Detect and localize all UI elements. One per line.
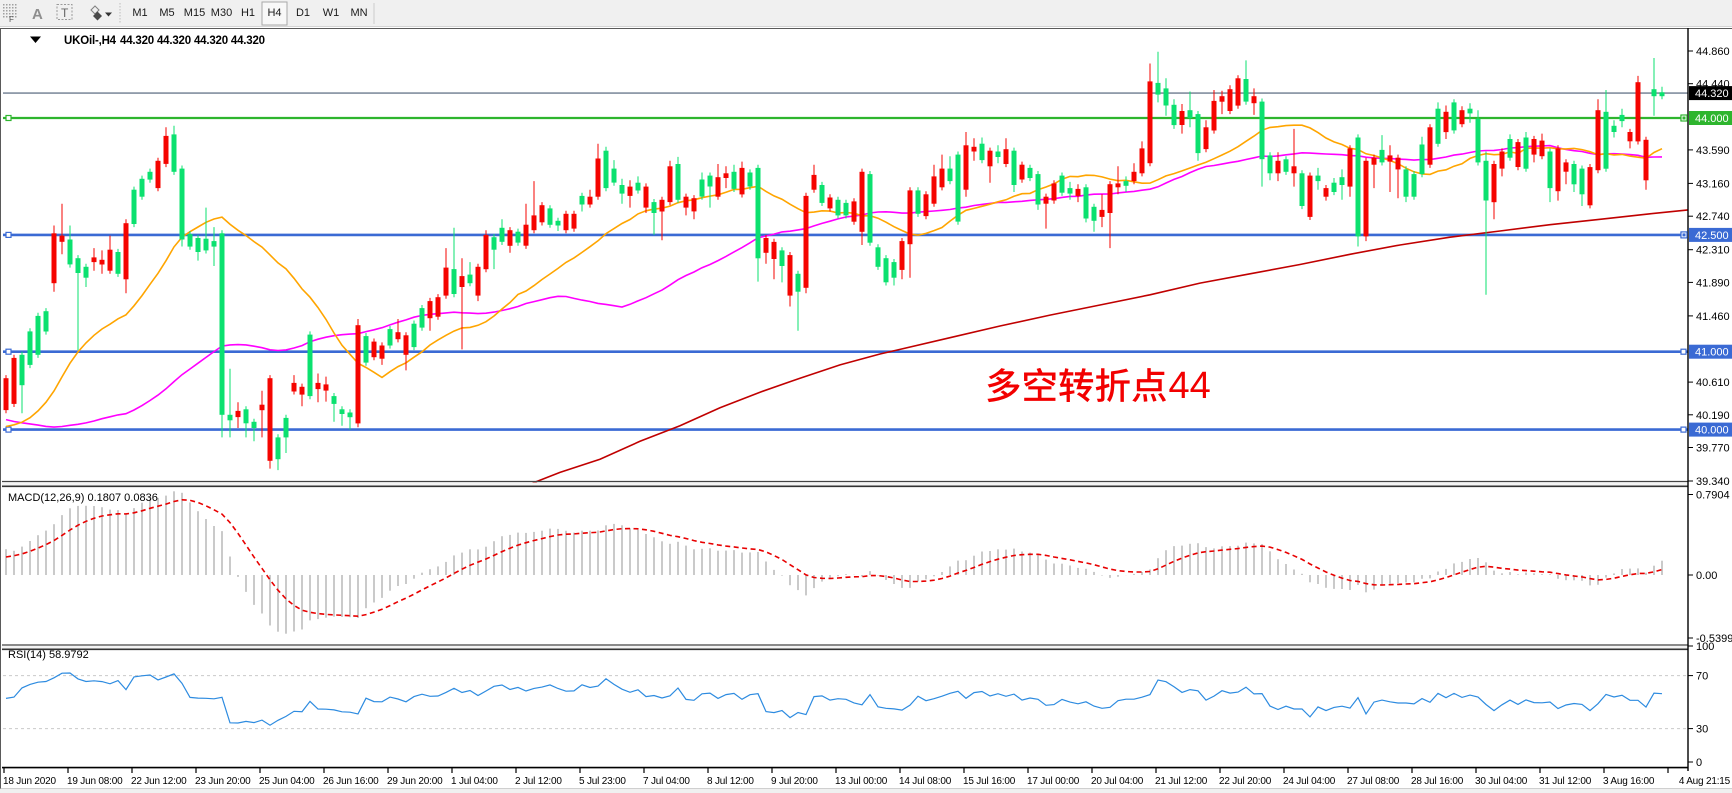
- svg-text:9 Jul 20:00: 9 Jul 20:00: [771, 776, 818, 787]
- svg-text:7 Jul 04:00: 7 Jul 04:00: [643, 776, 690, 787]
- svg-text:41.890: 41.890: [1696, 277, 1730, 289]
- svg-text:44.860: 44.860: [1696, 46, 1730, 58]
- svg-text:40.610: 40.610: [1696, 377, 1730, 389]
- svg-text:44.320: 44.320: [1695, 88, 1729, 100]
- svg-text:40.190: 40.190: [1696, 410, 1730, 422]
- svg-text:44: 44: [1169, 365, 1211, 407]
- svg-text:3 Aug 16:00: 3 Aug 16:00: [1603, 776, 1655, 787]
- svg-text:24 Jul 04:00: 24 Jul 04:00: [1283, 776, 1336, 787]
- svg-text:44.000: 44.000: [1695, 113, 1729, 125]
- svg-text:42.740: 42.740: [1696, 211, 1730, 223]
- svg-text:21 Jul 12:00: 21 Jul 12:00: [1155, 776, 1208, 787]
- svg-text:18 Jun 2020: 18 Jun 2020: [3, 776, 56, 787]
- svg-text:-0.5399: -0.5399: [1696, 633, 1732, 645]
- svg-text:41.460: 41.460: [1696, 311, 1730, 323]
- svg-text:A: A: [32, 6, 43, 23]
- svg-text:22 Jul 20:00: 22 Jul 20:00: [1219, 776, 1272, 787]
- svg-text:42.500: 42.500: [1695, 230, 1729, 242]
- svg-text:2 Jul 12:00: 2 Jul 12:00: [515, 776, 562, 787]
- svg-text:20 Jul 04:00: 20 Jul 04:00: [1091, 776, 1144, 787]
- svg-text:29 Jun 20:00: 29 Jun 20:00: [387, 776, 443, 787]
- svg-text:13 Jul 00:00: 13 Jul 00:00: [835, 776, 888, 787]
- svg-text:39.770: 39.770: [1696, 443, 1730, 455]
- svg-text:39.340: 39.340: [1696, 476, 1730, 488]
- svg-text:0.7904: 0.7904: [1696, 490, 1730, 502]
- svg-text:43.590: 43.590: [1696, 145, 1730, 157]
- svg-text:23 Jun 20:00: 23 Jun 20:00: [195, 776, 251, 787]
- svg-text:26 Jun 16:00: 26 Jun 16:00: [323, 776, 379, 787]
- svg-text:15 Jul 16:00: 15 Jul 16:00: [963, 776, 1016, 787]
- svg-text:0.00: 0.00: [1696, 570, 1717, 582]
- svg-text:T: T: [61, 6, 69, 20]
- svg-text:RSI(14) 58.9792: RSI(14) 58.9792: [8, 649, 89, 661]
- svg-text:40.000: 40.000: [1695, 425, 1729, 437]
- svg-text:30 Jul 04:00: 30 Jul 04:00: [1475, 776, 1528, 787]
- svg-text:28 Jul 16:00: 28 Jul 16:00: [1411, 776, 1464, 787]
- svg-text:43.160: 43.160: [1696, 178, 1730, 190]
- svg-text:25 Jun 04:00: 25 Jun 04:00: [259, 776, 315, 787]
- svg-text:8 Jul 12:00: 8 Jul 12:00: [707, 776, 754, 787]
- svg-text:1 Jul 04:00: 1 Jul 04:00: [451, 776, 498, 787]
- svg-text:100: 100: [1696, 641, 1714, 653]
- svg-text:MACD(12,26,9) 0.1807 0.0836: MACD(12,26,9) 0.1807 0.0836: [8, 492, 158, 504]
- svg-text:70: 70: [1696, 671, 1708, 683]
- svg-text:5 Jul 23:00: 5 Jul 23:00: [579, 776, 626, 787]
- svg-text:41.000: 41.000: [1695, 347, 1729, 359]
- svg-text:17 Jul 00:00: 17 Jul 00:00: [1027, 776, 1080, 787]
- svg-text:4 Aug 21:15: 4 Aug 21:15: [1679, 776, 1731, 787]
- svg-text:27 Jul 08:00: 27 Jul 08:00: [1347, 776, 1400, 787]
- svg-text:42.310: 42.310: [1696, 245, 1730, 257]
- svg-text:19 Jun 08:00: 19 Jun 08:00: [67, 776, 123, 787]
- svg-text:F: F: [9, 15, 14, 24]
- svg-text:44.320 44.320 44.320 44.320: 44.320 44.320 44.320 44.320: [120, 35, 265, 47]
- svg-text:31 Jul 12:00: 31 Jul 12:00: [1539, 776, 1592, 787]
- svg-text:30: 30: [1696, 724, 1708, 736]
- svg-text:22 Jun 12:00: 22 Jun 12:00: [131, 776, 187, 787]
- svg-text:0: 0: [1696, 757, 1702, 769]
- svg-text:UKOil-,H4: UKOil-,H4: [64, 35, 117, 47]
- svg-text:14 Jul 08:00: 14 Jul 08:00: [899, 776, 952, 787]
